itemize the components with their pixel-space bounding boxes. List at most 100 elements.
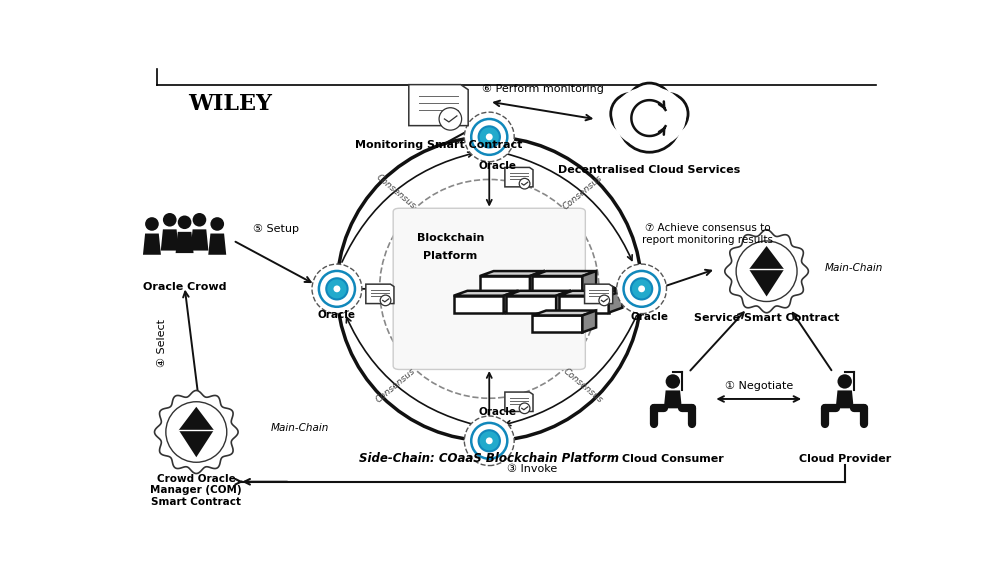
Ellipse shape [519, 178, 530, 189]
Ellipse shape [736, 241, 797, 301]
Text: ⑥ Perform monitoring: ⑥ Perform monitoring [482, 84, 604, 94]
Polygon shape [160, 229, 178, 251]
Polygon shape [209, 233, 226, 255]
FancyArrowPatch shape [586, 287, 617, 291]
Polygon shape [749, 246, 784, 296]
Ellipse shape [380, 295, 391, 305]
Ellipse shape [838, 374, 852, 388]
FancyArrowPatch shape [183, 292, 199, 396]
Ellipse shape [193, 213, 207, 227]
Text: ⑦ Achieve consensus to
report monitoring results: ⑦ Achieve consensus to report monitoring… [642, 223, 773, 245]
Text: WILEY: WILEY [188, 93, 272, 115]
FancyArrowPatch shape [487, 373, 492, 423]
Polygon shape [506, 296, 556, 313]
Polygon shape [191, 229, 209, 251]
Ellipse shape [334, 285, 341, 292]
Text: Decentralised Cloud Services: Decentralised Cloud Services [558, 165, 741, 174]
Text: Blockchain: Blockchain [416, 233, 484, 243]
Polygon shape [558, 296, 609, 313]
Text: Main-Chain: Main-Chain [270, 423, 329, 432]
Text: ③ Invoke: ③ Invoke [507, 464, 557, 474]
Polygon shape [583, 311, 596, 332]
FancyArrowPatch shape [359, 287, 391, 291]
Ellipse shape [327, 278, 348, 300]
Text: Oracle: Oracle [478, 407, 516, 417]
Ellipse shape [486, 438, 493, 444]
Text: Service Smart Contract: Service Smart Contract [694, 313, 840, 323]
Text: Consensus: Consensus [561, 173, 605, 211]
Ellipse shape [319, 271, 355, 307]
Ellipse shape [465, 416, 514, 466]
Polygon shape [409, 85, 468, 126]
Text: Monitoring Smart Contract: Monitoring Smart Contract [355, 140, 522, 150]
FancyArrowPatch shape [719, 396, 799, 402]
Polygon shape [558, 291, 622, 296]
Polygon shape [366, 284, 394, 304]
Ellipse shape [617, 264, 666, 313]
Ellipse shape [613, 86, 685, 148]
Polygon shape [505, 392, 533, 411]
Ellipse shape [624, 271, 659, 307]
Polygon shape [454, 296, 504, 313]
Text: ① Negotiate: ① Negotiate [725, 381, 793, 391]
Ellipse shape [599, 295, 610, 305]
Ellipse shape [611, 93, 652, 134]
FancyArrowPatch shape [448, 122, 485, 142]
Text: Main-Chain: Main-Chain [826, 263, 884, 273]
Ellipse shape [337, 137, 642, 441]
Text: Oracle: Oracle [630, 312, 668, 323]
Ellipse shape [627, 83, 671, 128]
Polygon shape [532, 271, 596, 276]
Text: Side-Chain: COaaS Blockchain Platform: Side-Chain: COaaS Blockchain Platform [359, 452, 619, 465]
FancyArrowPatch shape [504, 153, 632, 260]
Polygon shape [530, 271, 543, 293]
Ellipse shape [519, 403, 530, 414]
FancyArrowPatch shape [487, 155, 492, 205]
Polygon shape [532, 311, 596, 316]
Ellipse shape [665, 374, 680, 388]
Ellipse shape [439, 108, 462, 130]
Ellipse shape [211, 217, 224, 231]
Ellipse shape [177, 216, 192, 229]
FancyArrowPatch shape [505, 316, 636, 426]
Polygon shape [480, 271, 543, 276]
FancyArrowPatch shape [347, 317, 475, 425]
Polygon shape [609, 291, 622, 313]
FancyArrowPatch shape [235, 479, 242, 484]
Polygon shape [154, 391, 238, 474]
Text: Oracle Crowd: Oracle Crowd [143, 282, 227, 292]
Polygon shape [585, 284, 613, 304]
FancyArrowPatch shape [494, 101, 592, 120]
Polygon shape [664, 391, 681, 408]
Ellipse shape [465, 112, 514, 162]
Ellipse shape [163, 213, 176, 227]
Ellipse shape [619, 91, 680, 152]
FancyArrowPatch shape [690, 312, 744, 371]
Text: Platform: Platform [423, 251, 478, 261]
Text: ④ Select: ④ Select [157, 319, 167, 367]
Polygon shape [175, 232, 194, 253]
Ellipse shape [471, 423, 507, 459]
Polygon shape [480, 276, 530, 293]
Text: Crowd Oracle
Manager (COM)
Smart Contract: Crowd Oracle Manager (COM) Smart Contrac… [150, 474, 242, 507]
Polygon shape [454, 291, 517, 296]
Text: Oracle: Oracle [478, 161, 516, 170]
FancyArrowPatch shape [342, 152, 473, 262]
Text: ⑤ Setup: ⑤ Setup [253, 224, 299, 234]
Polygon shape [836, 391, 854, 408]
Text: Consensus: Consensus [374, 173, 417, 211]
Text: Cloud Consumer: Cloud Consumer [622, 454, 724, 464]
Polygon shape [178, 407, 214, 457]
Ellipse shape [647, 93, 688, 134]
Polygon shape [143, 233, 161, 255]
Text: Consensus: Consensus [561, 367, 605, 405]
Polygon shape [532, 316, 583, 332]
Ellipse shape [312, 264, 362, 313]
FancyArrowPatch shape [792, 313, 832, 370]
Ellipse shape [145, 217, 159, 231]
Ellipse shape [471, 119, 507, 155]
Polygon shape [556, 291, 570, 313]
Polygon shape [583, 271, 596, 293]
FancyArrowPatch shape [236, 242, 310, 282]
FancyArrowPatch shape [666, 270, 711, 286]
